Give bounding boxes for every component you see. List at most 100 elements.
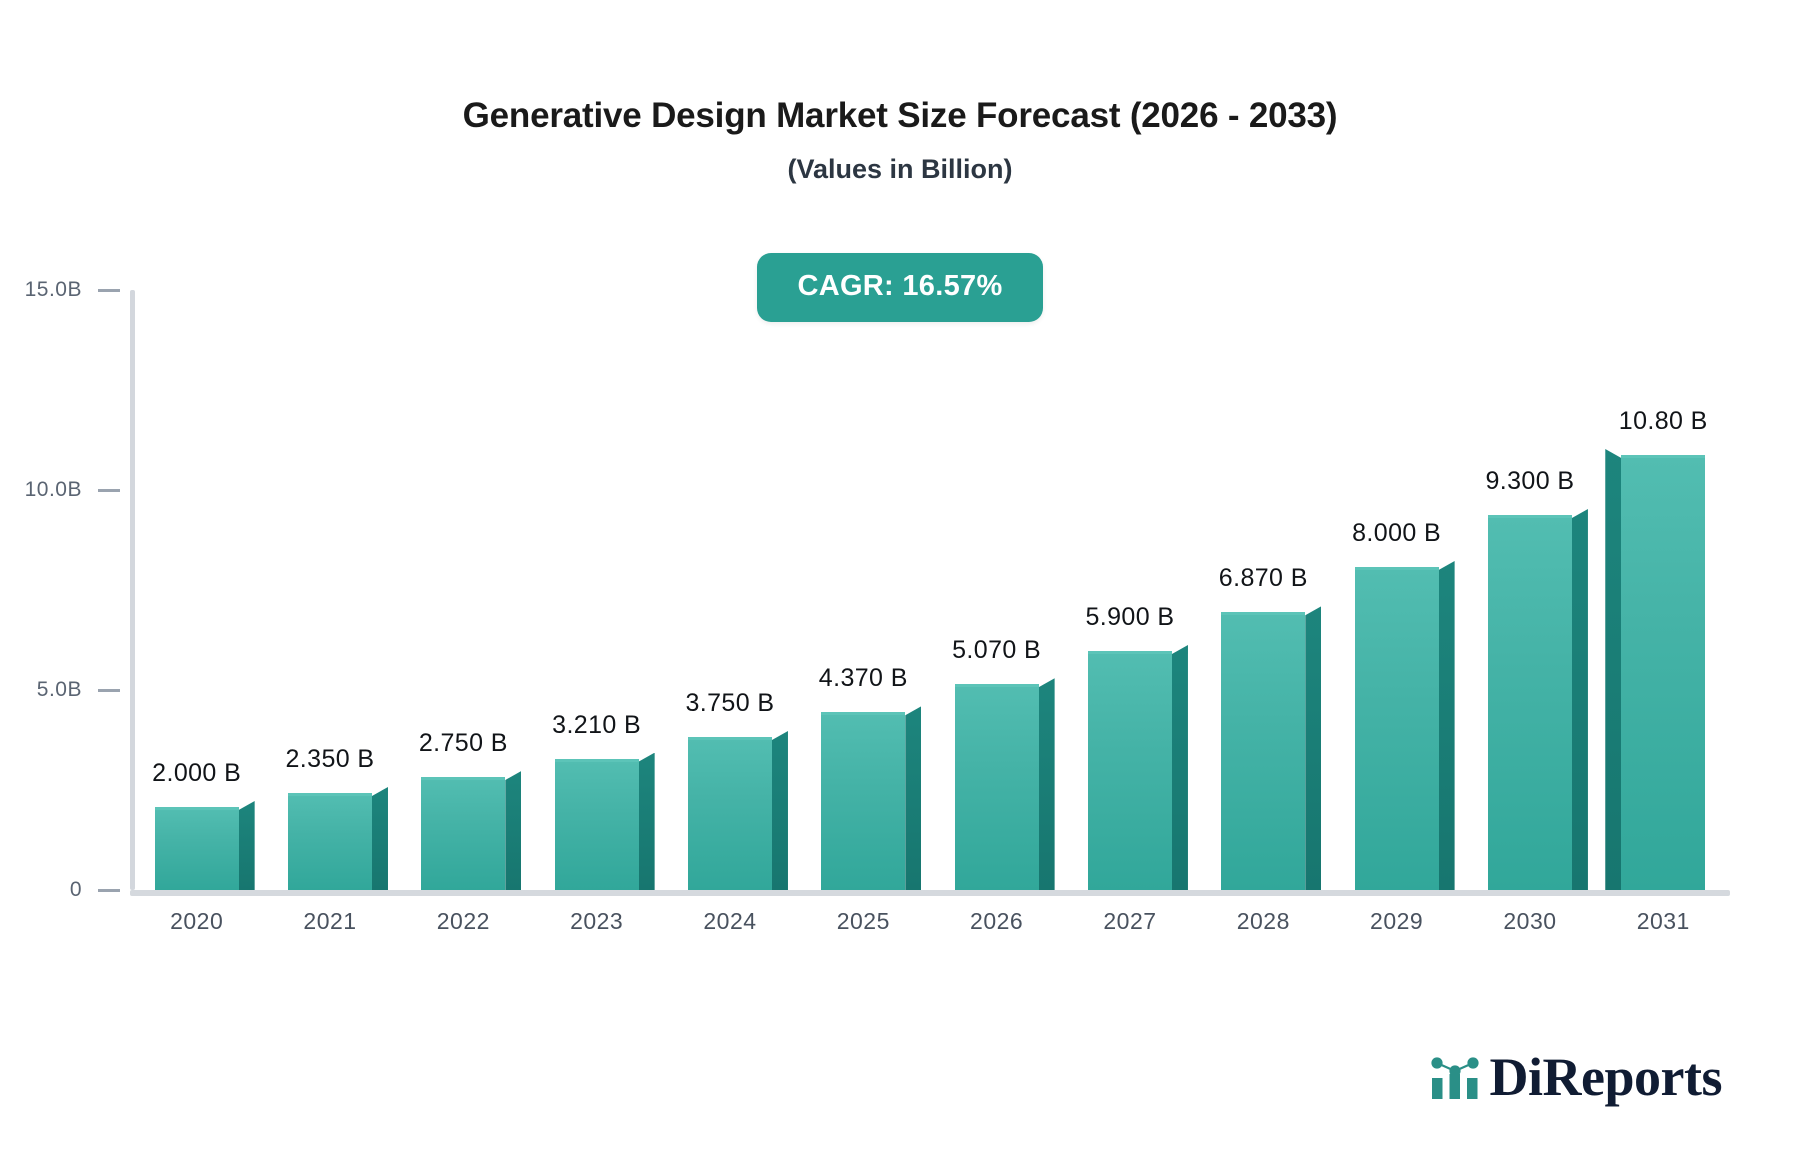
bar[interactable]: 3.750 B: [685, 689, 788, 890]
y-axis-tick-mark: [98, 288, 120, 292]
bar-front-face: [554, 761, 639, 890]
bar-side-face: [1438, 561, 1455, 890]
bar-slot[interactable]: 4.370 B: [797, 290, 930, 890]
y-axis-line: [130, 290, 135, 890]
bar-slot[interactable]: 6.870 B: [1197, 290, 1330, 890]
bar-value-label: 4.370 B: [818, 664, 908, 693]
x-axis-label-slot: 2026: [930, 908, 1063, 935]
bar-top-face: [287, 793, 372, 796]
bar[interactable]: 9.300 B: [1485, 467, 1588, 890]
x-axis-label-slot: 2027: [1063, 908, 1196, 935]
bar-slot[interactable]: 3.210 B: [530, 290, 663, 890]
bar-side-face: [1038, 678, 1055, 890]
chart-title: Generative Design Market Size Forecast (…: [462, 96, 1338, 135]
bar-front-face: [1221, 615, 1306, 890]
bar-top-face: [154, 807, 239, 810]
bar-top-face: [954, 684, 1039, 688]
y-axis-tick: 5.0B: [37, 678, 130, 702]
bar-front-face: [287, 796, 372, 890]
x-axis-label-slot: 2020: [130, 908, 263, 935]
logo-text: DiReports: [1489, 1047, 1723, 1107]
x-axis-label: 2027: [1103, 908, 1157, 934]
bar-chart-dots-icon: [1430, 1057, 1479, 1099]
bar-side-face: [1171, 645, 1188, 890]
bar[interactable]: 2.350 B: [285, 745, 388, 890]
bar[interactable]: 6.870 B: [1219, 564, 1322, 890]
x-axis-label: 2022: [436, 908, 490, 934]
y-axis-tick-label: 0: [69, 878, 82, 901]
bar-side-face: [1605, 449, 1622, 890]
bar-slot[interactable]: 10.80 B: [1597, 290, 1730, 890]
x-axis-label-slot: 2029: [1330, 908, 1463, 935]
bar[interactable]: 5.900 B: [1085, 603, 1188, 890]
bar-slot[interactable]: 9.300 B: [1463, 290, 1596, 890]
y-axis-tick: 0: [70, 878, 130, 902]
y-axis-tick: 15.0B: [25, 278, 130, 302]
bar-top-face: [1354, 567, 1439, 570]
bar-value-label: 3.210 B: [552, 710, 642, 739]
x-axis-label-slot: 2028: [1197, 908, 1330, 935]
bar-front-face: [154, 810, 239, 890]
chart-header: Generative Design Market Size Forecast (…: [0, 96, 1800, 185]
bar-slot[interactable]: 2.750 B: [397, 290, 530, 890]
bar-slot[interactable]: 5.070 B: [930, 290, 1063, 890]
bar-value-label: 2.750 B: [418, 729, 508, 757]
bar-side-face: [505, 771, 522, 890]
bar-slot[interactable]: 8.000 B: [1330, 290, 1463, 890]
bar-front-face: [421, 780, 506, 890]
bar-side-face: [771, 731, 788, 890]
x-axis-label-slot: 2024: [663, 908, 796, 935]
x-axis-label: 2029: [1370, 908, 1424, 934]
bar-front-face: [1087, 654, 1172, 890]
direports-logo: DiReports: [1428, 1047, 1723, 1107]
bar-side-face: [638, 752, 655, 890]
bar-value-label: 6.870 B: [1218, 564, 1308, 593]
x-axis-label-slot: 2022: [397, 908, 530, 935]
bar-value-label: 9.300 B: [1485, 467, 1575, 495]
bar-top-face: [1487, 515, 1572, 518]
x-axis-label: 2031: [1636, 908, 1690, 934]
bar[interactable]: 5.070 B: [952, 636, 1055, 890]
bar-front-face: [687, 740, 772, 890]
y-axis-tick-label: 15.0B: [24, 278, 82, 301]
bar-slot[interactable]: 3.750 B: [663, 290, 796, 890]
bar-slot[interactable]: 5.900 B: [1063, 290, 1196, 890]
bar-value-label: 5.900 B: [1085, 603, 1175, 631]
x-axis-label-slot: 2031: [1597, 908, 1730, 935]
x-axis-label: 2030: [1503, 908, 1557, 934]
bar[interactable]: 10.80 B: [1605, 407, 1707, 890]
bar-side-face: [238, 801, 255, 890]
y-axis-tick-mark: [98, 688, 120, 692]
bar-front-face: [1487, 518, 1572, 890]
y-axis-tick-mark: [98, 888, 120, 892]
x-axis-label: 2020: [170, 908, 224, 934]
bar-front-face: [1354, 570, 1439, 890]
x-axis-label: 2024: [703, 908, 757, 934]
bar[interactable]: 3.210 B: [552, 711, 655, 890]
bar-top-face: [421, 777, 506, 780]
bar[interactable]: 4.370 B: [819, 664, 922, 890]
bar-series: 2.000 B 2.350 B 2.750 B 3.210 B 3.750 B 4.370…: [130, 290, 1730, 890]
x-axis-label-slot: 2030: [1463, 908, 1596, 935]
chart-subtitle: (Values in Billion): [787, 154, 1013, 185]
bar-slot[interactable]: 2.350 B: [263, 290, 396, 890]
x-axis-label-slot: 2025: [797, 908, 930, 935]
x-axis-label-slot: 2021: [263, 908, 396, 935]
x-axis-label: 2028: [1236, 908, 1290, 934]
bar-side-face: [905, 706, 922, 890]
bar-value-label: 2.350 B: [285, 745, 375, 773]
bar-slot[interactable]: 2.000 B: [130, 290, 263, 890]
bar-front-face: [821, 715, 906, 890]
bar[interactable]: 2.750 B: [419, 729, 522, 890]
bar[interactable]: 2.000 B: [152, 759, 255, 890]
bar-front-face: [954, 687, 1039, 890]
y-axis-tick-mark: [98, 488, 120, 492]
x-axis-label: 2023: [570, 908, 624, 934]
bar[interactable]: 8.000 B: [1352, 519, 1455, 890]
bar-top-face: [1621, 455, 1706, 458]
plot-area: 0 5.0B 10.0B 15.0B 2.000 B 2.350 B 2.750 B 3.2…: [25, 278, 1730, 901]
x-axis-line: [130, 890, 1730, 896]
cagr-badge: CAGR: 16.57%: [757, 253, 1043, 322]
bar-value-label: 2.000 B: [152, 759, 242, 787]
bar-top-face: [1221, 612, 1306, 616]
